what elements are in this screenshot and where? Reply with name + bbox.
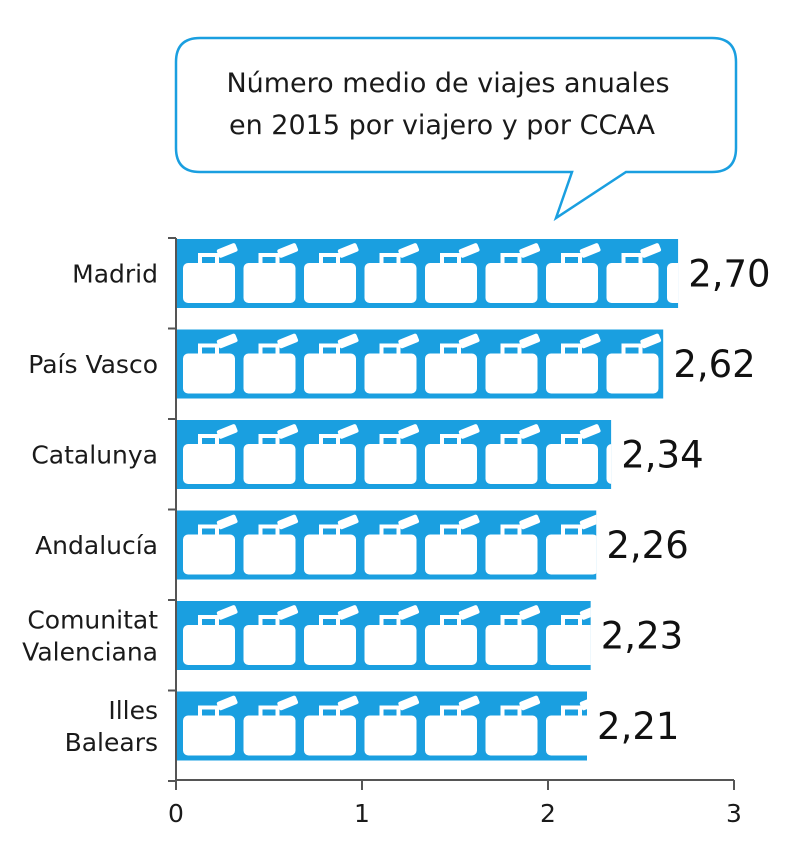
briefcase-icon	[485, 243, 541, 303]
title-callout: Número medio de viajes anuales en 2015 p…	[174, 36, 738, 222]
chart-title-line-1: Número medio de viajes anuales	[226, 68, 669, 99]
briefcase-icon	[304, 424, 359, 484]
category-label: Andalucía	[35, 531, 158, 560]
briefcase-icon	[243, 333, 299, 394]
x-tick-label: 0	[168, 799, 184, 828]
data-label: 2,26	[606, 524, 688, 567]
briefcase-icon	[606, 444, 612, 484]
briefcase-icon	[304, 695, 359, 756]
briefcase-icon	[183, 605, 238, 665]
x-tick-label: 1	[354, 799, 370, 828]
briefcase-icon	[546, 424, 601, 484]
briefcase-icon	[243, 605, 299, 665]
briefcase-icon	[364, 333, 420, 394]
briefcase-icon	[243, 424, 299, 484]
briefcase-icon	[546, 695, 588, 756]
briefcase-icon	[485, 605, 541, 665]
briefcase-icon	[364, 514, 420, 575]
bar	[176, 329, 664, 399]
y-axis-ticks	[168, 237, 176, 782]
briefcase-icon	[485, 514, 541, 575]
briefcase-icon	[183, 514, 238, 575]
data-label: 2,23	[601, 615, 683, 658]
bar	[176, 239, 679, 308]
briefcase-icon	[546, 605, 591, 665]
briefcase-icon	[485, 424, 541, 484]
briefcase-icon	[304, 333, 359, 394]
briefcase-icon	[183, 424, 238, 484]
briefcase-icon	[425, 333, 480, 394]
briefcase-icon	[546, 333, 601, 394]
briefcase-icon	[243, 695, 299, 756]
briefcase-icon	[304, 243, 359, 303]
briefcase-icon	[485, 695, 541, 756]
briefcase-icon	[364, 605, 420, 665]
briefcase-icon	[183, 243, 238, 303]
briefcase-icon	[364, 243, 420, 303]
value-labels: 2,70 2,62 2,34 2,26 2,23 2,21	[597, 253, 771, 749]
briefcase-icon	[546, 514, 597, 575]
category-label: Balears	[65, 728, 158, 757]
x-axis-ticks: 0 1 2 3	[168, 780, 742, 828]
briefcase-icon	[485, 333, 541, 394]
data-label: 2,21	[597, 705, 679, 748]
briefcase-icon	[183, 695, 238, 756]
briefcase-icon	[364, 695, 420, 756]
briefcase-icon	[425, 243, 480, 303]
category-label: País Vasco	[28, 350, 158, 379]
category-labels: Madrid País Vasco Catalunya Andalucía Comuni…	[22, 260, 158, 758]
briefcase-icon	[243, 514, 299, 575]
bar	[176, 510, 597, 580]
bar	[176, 601, 591, 670]
category-label: Illes	[108, 696, 158, 725]
data-label: 2,70	[688, 253, 770, 296]
category-label: Catalunya	[31, 441, 158, 470]
category-label: Comunitat	[27, 606, 158, 635]
x-tick-label: 3	[726, 799, 742, 828]
briefcase-icon	[667, 263, 679, 303]
briefcase-icon	[425, 605, 480, 665]
briefcase-icon	[183, 333, 238, 394]
bar	[176, 420, 612, 489]
briefcase-icon	[304, 605, 359, 665]
briefcase-icon	[425, 695, 480, 756]
x-tick-label: 2	[540, 799, 556, 828]
briefcase-icon	[606, 333, 662, 394]
briefcase-icon	[304, 514, 359, 575]
bar	[176, 691, 588, 761]
callout-bubble	[174, 36, 738, 222]
briefcase-icon	[606, 243, 662, 303]
category-label: Valenciana	[22, 638, 158, 667]
briefcase-icon	[425, 514, 480, 575]
briefcase-icon	[546, 243, 601, 303]
bars	[176, 239, 679, 761]
category-label: Madrid	[72, 260, 158, 289]
data-label: 2,34	[621, 434, 703, 477]
chart-title-line-2: en 2015 por viajero y por CCAA	[229, 110, 656, 141]
briefcase-icon	[425, 424, 480, 484]
data-label: 2,62	[673, 343, 755, 386]
briefcase-icon	[243, 243, 299, 303]
briefcase-icon	[364, 424, 420, 484]
